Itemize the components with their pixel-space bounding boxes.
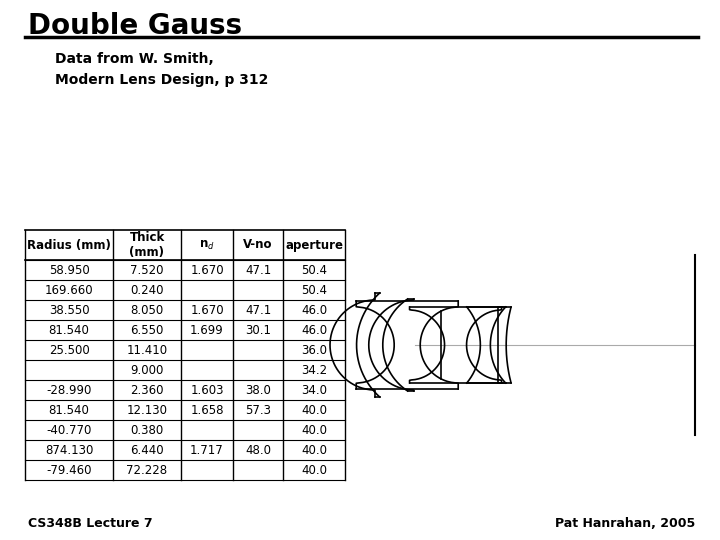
Text: 7.520: 7.520 xyxy=(130,264,163,276)
Text: 8.050: 8.050 xyxy=(130,303,163,316)
Text: n$_d$: n$_d$ xyxy=(199,239,215,252)
Text: 25.500: 25.500 xyxy=(49,343,89,356)
Text: aperture: aperture xyxy=(285,239,343,252)
Text: 874.130: 874.130 xyxy=(45,443,93,456)
Text: 46.0: 46.0 xyxy=(301,303,327,316)
Text: -79.460: -79.460 xyxy=(46,463,91,476)
Text: 38.0: 38.0 xyxy=(245,383,271,396)
Text: 72.228: 72.228 xyxy=(127,463,168,476)
Text: 1.603: 1.603 xyxy=(190,383,224,396)
Text: 0.240: 0.240 xyxy=(130,284,163,296)
Text: 36.0: 36.0 xyxy=(301,343,327,356)
Text: -40.770: -40.770 xyxy=(46,423,91,436)
Text: 11.410: 11.410 xyxy=(127,343,168,356)
Text: Pat Hanrahan, 2005: Pat Hanrahan, 2005 xyxy=(554,517,695,530)
Text: 0.380: 0.380 xyxy=(130,423,163,436)
Text: 58.950: 58.950 xyxy=(49,264,89,276)
Text: 40.0: 40.0 xyxy=(301,403,327,416)
Text: 50.4: 50.4 xyxy=(301,264,327,276)
Text: 2.360: 2.360 xyxy=(130,383,163,396)
Text: 6.440: 6.440 xyxy=(130,443,164,456)
Text: 34.0: 34.0 xyxy=(301,383,327,396)
Text: Thick
(mm): Thick (mm) xyxy=(130,231,165,259)
Text: V-no: V-no xyxy=(243,239,273,252)
Text: 46.0: 46.0 xyxy=(301,323,327,336)
Text: 47.1: 47.1 xyxy=(245,303,271,316)
Text: 9.000: 9.000 xyxy=(130,363,163,376)
Text: Data from W. Smith,
Modern Lens Design, p 312: Data from W. Smith, Modern Lens Design, … xyxy=(55,52,269,86)
Text: 57.3: 57.3 xyxy=(245,403,271,416)
Text: 1.717: 1.717 xyxy=(190,443,224,456)
Text: 38.550: 38.550 xyxy=(49,303,89,316)
Text: 1.699: 1.699 xyxy=(190,323,224,336)
Text: 6.550: 6.550 xyxy=(130,323,163,336)
Text: 12.130: 12.130 xyxy=(127,403,168,416)
Text: Radius (mm): Radius (mm) xyxy=(27,239,111,252)
Text: 40.0: 40.0 xyxy=(301,463,327,476)
Text: -28.990: -28.990 xyxy=(46,383,91,396)
Text: 1.670: 1.670 xyxy=(190,264,224,276)
Text: Double Gauss: Double Gauss xyxy=(28,12,242,40)
Text: 50.4: 50.4 xyxy=(301,284,327,296)
Text: 47.1: 47.1 xyxy=(245,264,271,276)
Text: 48.0: 48.0 xyxy=(245,443,271,456)
Text: 81.540: 81.540 xyxy=(48,323,89,336)
Text: 1.670: 1.670 xyxy=(190,303,224,316)
Text: 81.540: 81.540 xyxy=(48,403,89,416)
Text: 40.0: 40.0 xyxy=(301,443,327,456)
Text: CS348B Lecture 7: CS348B Lecture 7 xyxy=(28,517,153,530)
Text: 1.658: 1.658 xyxy=(190,403,224,416)
Text: 169.660: 169.660 xyxy=(45,284,94,296)
Text: 40.0: 40.0 xyxy=(301,423,327,436)
Text: 30.1: 30.1 xyxy=(245,323,271,336)
Text: 34.2: 34.2 xyxy=(301,363,327,376)
